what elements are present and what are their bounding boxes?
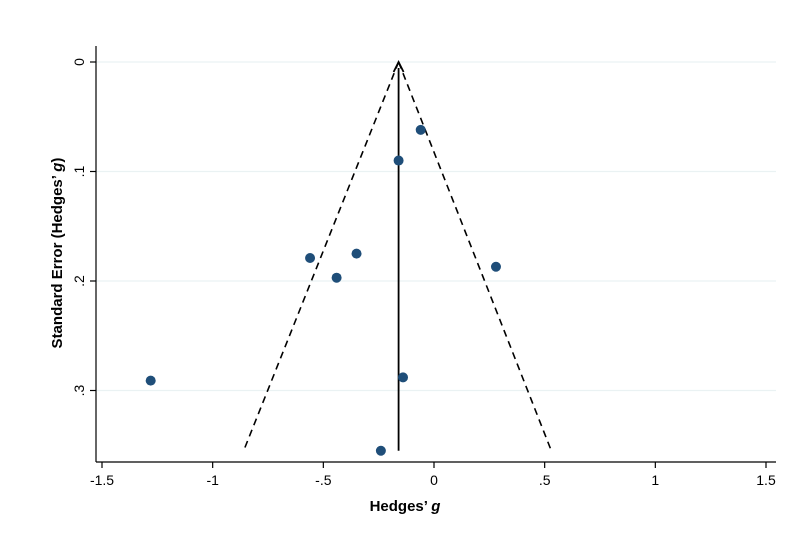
x-tick-label: -1.5 [90,472,114,488]
x-axis-title: Hedges’ g [370,498,441,515]
data-point [351,248,362,259]
x-tick-label: 1.5 [756,472,776,488]
data-point [393,155,404,166]
y-tick-label: 0 [71,58,87,66]
data-point [415,124,426,135]
data-point [145,375,156,386]
data-points [145,124,501,456]
pooled-effect-arrowhead [392,59,405,73]
data-point [398,372,409,383]
funnel-left-line [242,61,400,452]
x-tick-label: 1 [651,472,659,488]
data-point [375,445,386,456]
y-axis-title: Standard Error (Hedges’ g) [49,158,66,349]
axes: -1.5 -1 -.5 0 .5 1 1.5 0 .1 .2 .3 [71,46,776,488]
funnel-right-line [397,61,553,452]
funnel-lines [242,59,553,452]
data-point [490,261,501,272]
data-point [331,272,342,283]
grid-lines [96,61,776,392]
y-tick-label: .1 [71,165,87,177]
y-tick-label: .2 [71,275,87,287]
x-tick-label: -.5 [315,472,332,488]
y-tick-label: .3 [71,384,87,396]
data-point [305,253,316,264]
x-tick-label: .5 [539,472,551,488]
x-tick-label: -1 [206,472,219,488]
x-tick-label: 0 [430,472,438,488]
